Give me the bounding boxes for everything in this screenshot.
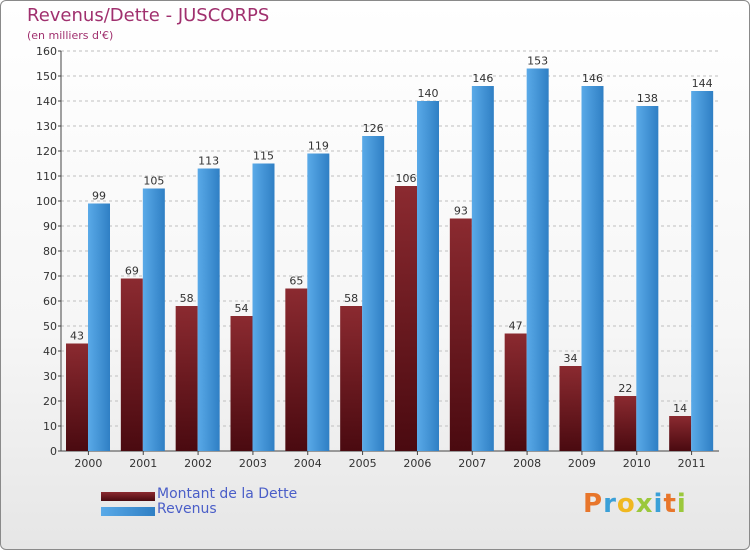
data-label-revenue: 146 <box>472 72 493 85</box>
y-tick-label: 40 <box>43 345 57 358</box>
data-label-revenue: 126 <box>363 122 384 135</box>
bar-debt <box>449 218 472 451</box>
axes: 0 10 20 30 40 50 60 70 80 90 100 110 120 130 140 150 160… <box>36 45 719 470</box>
data-label-debt: 93 <box>454 205 468 218</box>
data-label-debt: 106 <box>396 172 417 185</box>
y-tick-label: 120 <box>36 145 57 158</box>
logo-letter: o <box>616 489 636 519</box>
bar-revenue <box>526 68 549 451</box>
data-label-revenue: 115 <box>253 150 274 163</box>
x-tick-label: 2004 <box>294 457 322 470</box>
y-tick-label: 100 <box>36 195 57 208</box>
bar-debt <box>340 306 363 451</box>
y-tick-label: 140 <box>36 95 57 108</box>
data-label-debt: 54 <box>235 302 249 315</box>
bar-revenue <box>88 203 110 451</box>
data-label-debt: 47 <box>509 320 523 333</box>
bar-revenue <box>636 106 659 451</box>
y-tick-label: 160 <box>36 45 57 58</box>
data-label-debt: 69 <box>125 265 139 278</box>
logo-letter: t <box>663 489 677 519</box>
y-tick-label: 10 <box>43 420 57 433</box>
x-tick-label: 2000 <box>74 457 102 470</box>
bar-debt <box>120 278 143 451</box>
x-tick-label: 2005 <box>349 457 377 470</box>
logo-letter: P <box>583 489 604 519</box>
gridlines <box>61 50 719 427</box>
bar-revenue <box>142 188 165 451</box>
data-label-revenue: 113 <box>198 155 219 168</box>
x-tick-label: 2011 <box>678 457 706 470</box>
data-label-debt: 43 <box>70 330 84 343</box>
y-tick-label: 20 <box>43 395 57 408</box>
bar-debt <box>669 416 692 451</box>
data-label-debt: 58 <box>344 292 358 305</box>
x-tick-label: 2003 <box>239 457 267 470</box>
bar-revenue <box>417 101 439 451</box>
data-label-debt: 65 <box>289 275 303 288</box>
y-tick-label: 70 <box>43 270 57 283</box>
x-tick-label: 2010 <box>623 457 651 470</box>
y-tick-label: 50 <box>43 320 57 333</box>
x-tick-label: 2006 <box>403 457 431 470</box>
chart-subtitle: (en milliers d'€) <box>27 29 114 42</box>
y-tick-label: 110 <box>36 170 57 183</box>
bar-debt <box>614 396 637 451</box>
bar-revenue <box>252 163 275 451</box>
bar-revenue <box>691 91 714 451</box>
data-label-revenue: 105 <box>143 175 164 188</box>
data-label-debt: 34 <box>564 352 578 365</box>
data-label-revenue: 153 <box>527 55 548 68</box>
bar-debt <box>504 333 527 451</box>
legend-label-revenue: Revenus <box>157 501 217 517</box>
bar-debt <box>395 186 417 451</box>
bar-debt <box>66 343 88 451</box>
y-tick-label: 0 <box>50 445 57 458</box>
data-label-debt: 58 <box>180 292 194 305</box>
bars <box>66 68 714 451</box>
x-tick-label: 2002 <box>184 457 212 470</box>
data-label-revenue: 138 <box>637 92 658 105</box>
x-tick-label: 2007 <box>458 457 486 470</box>
data-label-debt: 14 <box>673 402 687 415</box>
chart-title: Revenus/Dette - JUSCORPS <box>27 5 270 26</box>
data-label-revenue: 99 <box>92 190 106 203</box>
bar-revenue <box>307 153 330 451</box>
y-tick-label: 80 <box>43 245 57 258</box>
data-label-revenue: 140 <box>418 87 439 100</box>
bar-debt <box>285 288 308 451</box>
bar-debt <box>175 306 198 451</box>
bar-revenue <box>471 86 494 451</box>
logo-letter: i <box>676 489 687 519</box>
data-label-revenue: 119 <box>308 140 329 153</box>
logo-letter: r <box>603 489 617 519</box>
bar-revenue <box>581 86 604 451</box>
y-tick-label: 130 <box>36 120 57 133</box>
logo-letter: i <box>653 489 664 519</box>
x-tick-label: 2001 <box>129 457 157 470</box>
y-tick-label: 150 <box>36 70 57 83</box>
y-tick-label: 60 <box>43 295 57 308</box>
data-label-revenue: 146 <box>582 72 603 85</box>
proxiti-logo: Proxiti <box>583 489 687 519</box>
bar-debt <box>559 366 582 451</box>
legend-swatch-debt <box>101 492 155 501</box>
x-tick-label: 2009 <box>568 457 596 470</box>
legend-label-debt: Montant de la Dette <box>157 486 298 502</box>
legend-swatch-revenue <box>101 507 155 516</box>
data-label-revenue: 144 <box>692 77 713 90</box>
y-tick-label: 30 <box>43 370 57 383</box>
bar-revenue <box>197 168 220 451</box>
bar-debt <box>230 316 253 451</box>
y-tick-label: 90 <box>43 220 57 233</box>
x-tick-label: 2008 <box>513 457 541 470</box>
data-label-debt: 22 <box>618 382 632 395</box>
data-labels: 43 99 69 105 58 113 54 115 65 119 58 126 106 140 93 146… <box>70 55 713 416</box>
bar-revenue <box>362 136 385 451</box>
logo-letter: x <box>635 489 654 519</box>
